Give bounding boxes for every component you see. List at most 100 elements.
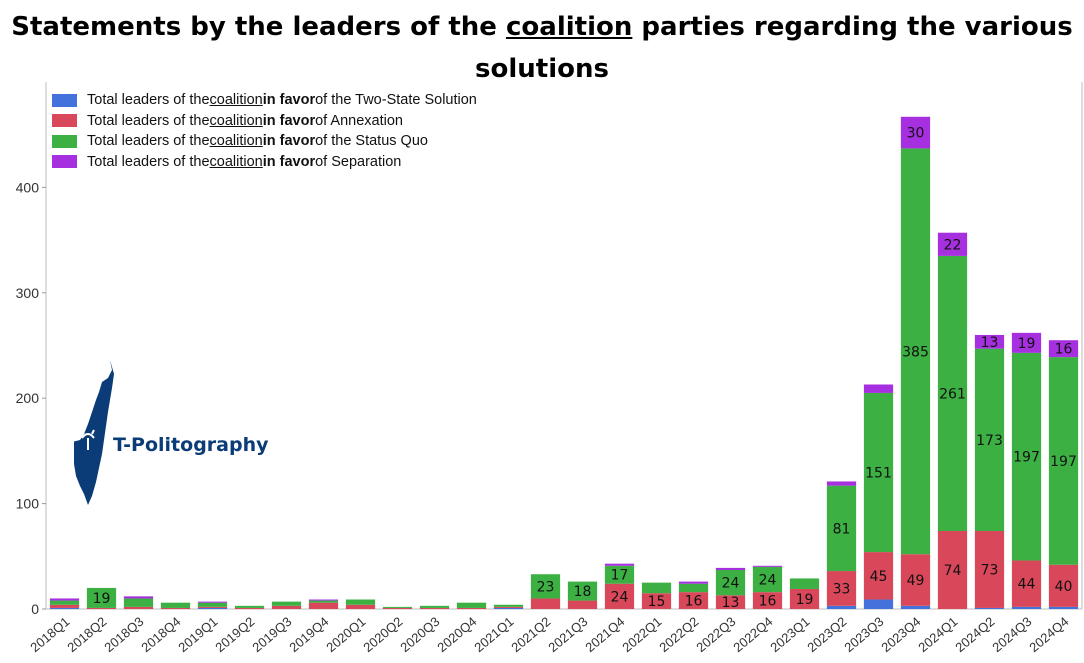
data-label: 15 xyxy=(648,594,666,610)
bar-segment xyxy=(419,605,450,608)
x-tick-label: 2019Q1 xyxy=(175,614,220,655)
x-tick-label: 2020Q3 xyxy=(397,614,442,655)
bar-segment xyxy=(974,348,1005,532)
data-label: 24 xyxy=(759,572,777,588)
x-tick-label: 2019Q4 xyxy=(286,614,331,655)
bar-segment xyxy=(271,605,302,609)
bar-segment xyxy=(1048,340,1079,358)
x-tick-label: 2018Q2 xyxy=(64,614,109,655)
bar-segment xyxy=(493,604,524,607)
legend-swatch xyxy=(52,134,77,148)
bar-segment xyxy=(974,607,1005,609)
bar-segment xyxy=(641,582,672,594)
data-label: 385 xyxy=(902,344,929,360)
x-tick-label: 2023Q1 xyxy=(767,614,812,655)
legend-bold: in favor xyxy=(262,92,316,109)
data-label: 17 xyxy=(611,568,629,584)
bar-segment xyxy=(1011,560,1042,607)
chart-legend: Total leaders of the coalition in favor … xyxy=(52,90,477,172)
x-tick-label: 2020Q4 xyxy=(434,614,479,655)
bar-segment xyxy=(123,596,154,599)
bar-segment xyxy=(789,578,820,589)
bar-segment xyxy=(456,602,487,608)
bar-segment xyxy=(86,587,117,608)
data-label: 173 xyxy=(976,433,1003,449)
data-label: 73 xyxy=(981,562,999,578)
bar-segment xyxy=(567,600,598,609)
x-tick-label: 2018Q3 xyxy=(101,614,146,655)
data-label: 19 xyxy=(93,591,111,607)
x-tick-label: 2024Q2 xyxy=(952,614,997,655)
bar-segment xyxy=(752,566,783,593)
bar-segment xyxy=(900,605,931,609)
legend-underlined: coalition xyxy=(209,112,263,129)
bar-segment xyxy=(49,604,80,608)
x-tick-label: 2022Q3 xyxy=(693,614,738,655)
bar-segment xyxy=(197,606,228,608)
bar-segment xyxy=(49,600,80,605)
x-tick-label: 2024Q1 xyxy=(915,614,960,655)
x-tick-label: 2020Q1 xyxy=(323,614,368,655)
bar-segment xyxy=(419,607,450,609)
y-tick-label: 0 xyxy=(31,601,39,617)
bar-segment xyxy=(1011,352,1042,561)
data-label: 197 xyxy=(1013,450,1040,466)
bar-segment xyxy=(382,606,413,608)
legend-swatch xyxy=(52,155,77,169)
data-label: 151 xyxy=(865,466,892,482)
data-label: 23 xyxy=(537,579,555,595)
bar-segment xyxy=(1011,332,1042,353)
bar-segment xyxy=(345,604,376,609)
bar-segment xyxy=(1048,357,1079,565)
x-tick-label: 2022Q4 xyxy=(730,614,775,655)
bar-segment xyxy=(752,592,783,609)
bar-segment xyxy=(826,481,857,486)
legend-text: of the Two-State Solution xyxy=(315,92,477,109)
bar-segment xyxy=(900,554,931,606)
bar-segment xyxy=(752,565,783,567)
bar-segment xyxy=(86,607,117,609)
bar-segment xyxy=(1011,606,1042,609)
data-label: 44 xyxy=(1018,577,1036,593)
data-label: 19 xyxy=(796,592,814,608)
data-label: 16 xyxy=(685,594,703,610)
bar-segment xyxy=(678,581,709,584)
bar-segment xyxy=(678,592,709,609)
bar-segment xyxy=(234,607,265,609)
data-label: 197 xyxy=(1050,454,1077,470)
bar-segment xyxy=(826,571,857,606)
logo-text: T-Politography xyxy=(113,434,269,456)
israel-map-logo-icon xyxy=(74,360,114,505)
bar-segment xyxy=(123,598,154,607)
bar-segment xyxy=(1048,564,1079,607)
x-tick-label: 2023Q3 xyxy=(841,614,886,655)
x-tick-label: 2021Q1 xyxy=(471,614,516,655)
legend-item-annexation: Total leaders of the coalition in favor … xyxy=(52,111,477,132)
bar-segment xyxy=(345,599,376,605)
data-label: 24 xyxy=(611,589,629,605)
bar-segment xyxy=(715,595,746,609)
legend-underlined: coalition xyxy=(209,133,263,150)
x-tick-label: 2019Q3 xyxy=(249,614,294,655)
legend-text: Total leaders of the xyxy=(87,112,210,129)
legend-bold: in favor xyxy=(262,133,316,150)
data-label: 16 xyxy=(1055,342,1073,358)
bar-segment xyxy=(49,607,80,609)
bar-segment xyxy=(493,606,524,608)
bar-segment xyxy=(530,574,561,599)
bar-segment xyxy=(641,593,672,609)
bar-segment xyxy=(604,583,635,609)
bar-segment xyxy=(197,602,228,607)
legend-text: of the Status Quo xyxy=(315,133,428,150)
bar-segment xyxy=(456,607,487,609)
legend-bold: in favor xyxy=(262,112,316,129)
y-tick-label: 100 xyxy=(16,496,40,512)
data-label: 19 xyxy=(1018,336,1036,352)
y-tick-label: 300 xyxy=(16,285,40,301)
legend-item-two-state: Total leaders of the coalition in favor … xyxy=(52,90,477,111)
x-tick-label: 2024Q3 xyxy=(989,614,1034,655)
x-tick-label: 2018Q1 xyxy=(27,614,72,655)
bar-segment xyxy=(789,588,820,609)
title-part-1: Statements by the leaders of the xyxy=(11,12,506,42)
